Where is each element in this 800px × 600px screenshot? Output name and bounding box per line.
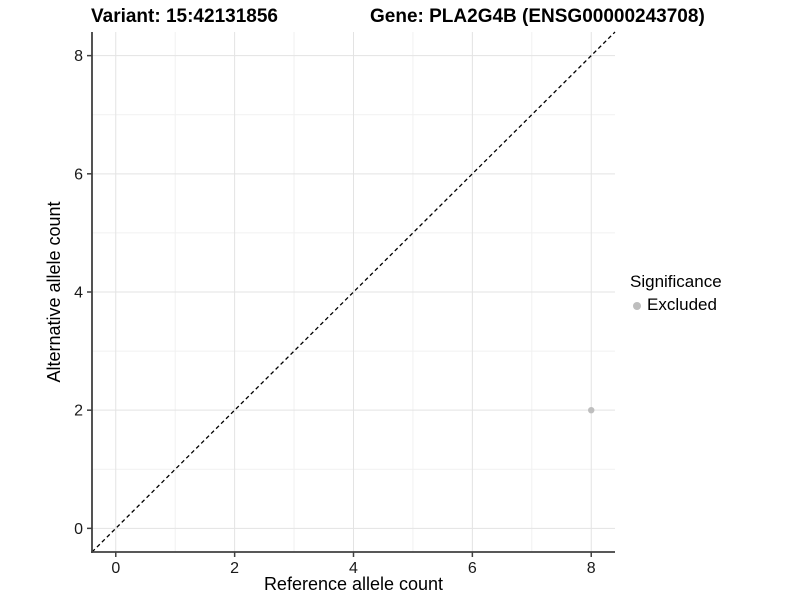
x-tick-label: 2 xyxy=(230,560,239,577)
y-tick-label: 4 xyxy=(74,285,83,302)
y-tick-label: 6 xyxy=(74,166,83,183)
legend-entry-label: Excluded xyxy=(647,295,717,315)
data-point xyxy=(588,406,595,414)
legend-title: Significance xyxy=(630,272,722,291)
identity-dashed-line xyxy=(91,31,616,553)
legend-point-icon xyxy=(633,301,641,310)
x-axis-label: Reference allele count xyxy=(263,574,444,594)
y-tick-label: 2 xyxy=(74,403,83,420)
x-tick-label: 6 xyxy=(468,560,477,577)
legend: Significance Excluded xyxy=(630,272,722,316)
x-tick-label: 0 xyxy=(111,560,120,577)
legend-entry: Excluded xyxy=(630,295,722,315)
variant-title: Variant: 15:42131856 xyxy=(91,6,278,27)
x-tick-label: 8 xyxy=(587,560,596,577)
gene-title: Gene: PLA2G4B (ENSG00000243708) xyxy=(370,6,705,27)
y-tick-label: 0 xyxy=(74,521,83,538)
x-tick-label: 4 xyxy=(349,560,358,577)
y-axis-label: Alternative allele count xyxy=(44,201,65,383)
y-tick-label: 8 xyxy=(74,48,83,65)
